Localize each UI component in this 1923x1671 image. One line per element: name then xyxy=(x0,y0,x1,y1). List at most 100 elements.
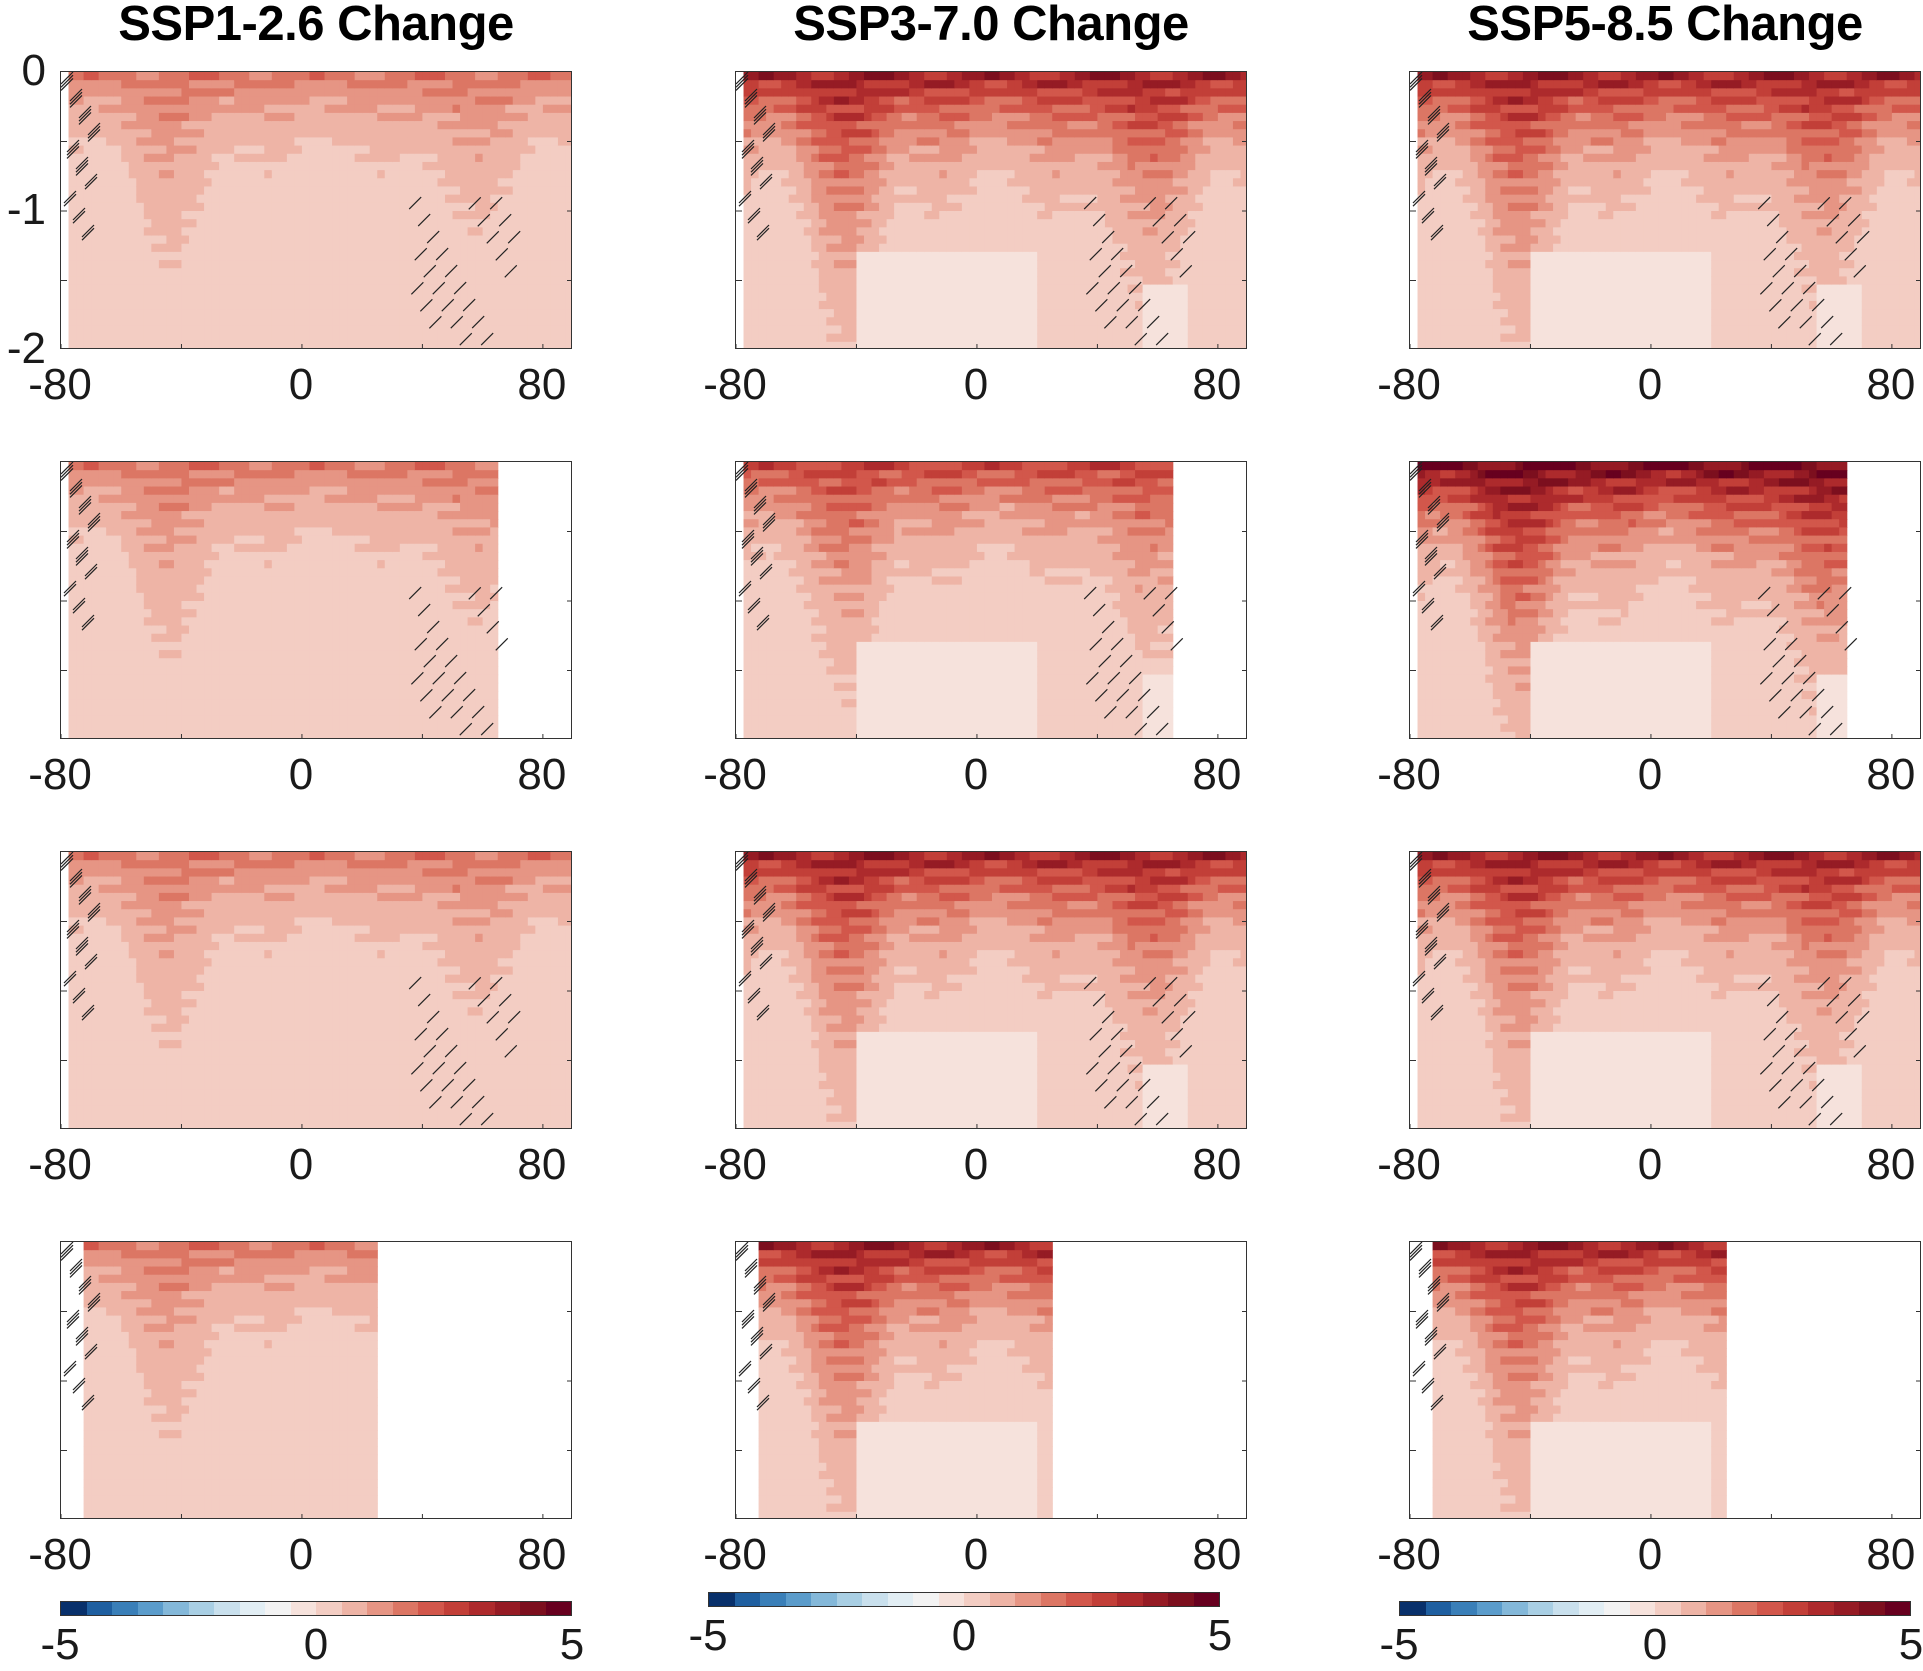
heatmap-cell xyxy=(317,317,326,327)
heatmap-cell xyxy=(1210,235,1219,245)
heatmap-cell xyxy=(437,186,446,196)
heatmap-cell xyxy=(113,300,122,310)
heatmap-cell xyxy=(1014,325,1023,335)
heatmap-cell xyxy=(848,202,858,212)
heatmap-cell xyxy=(1180,317,1189,327)
heatmap-cell xyxy=(241,194,250,204)
heatmap-cell xyxy=(414,292,424,302)
heatmap-cell xyxy=(773,96,782,106)
heatmap-cell xyxy=(301,80,311,89)
heatmap-cell xyxy=(1240,341,1246,348)
hatch-mark xyxy=(462,298,476,312)
heatmap-cell xyxy=(535,341,544,348)
heatmap-cell xyxy=(1232,178,1242,188)
heatmap-cell xyxy=(354,251,363,261)
heatmap-cell xyxy=(1135,219,1144,228)
hatch-mark xyxy=(66,142,80,156)
heatmap-cell xyxy=(1097,219,1106,228)
heatmap-cell xyxy=(452,300,461,310)
heatmap-cell xyxy=(1417,202,1426,212)
heatmap-cell xyxy=(1074,325,1083,335)
heatmap-cell xyxy=(226,276,235,286)
heatmap-cell xyxy=(826,178,835,188)
heatmap-cell xyxy=(1097,178,1106,188)
heatmap-cell xyxy=(301,137,311,147)
heatmap-cell xyxy=(992,219,1001,228)
heatmap-cell xyxy=(879,145,888,155)
heatmap-cell xyxy=(565,333,571,343)
heatmap-cell xyxy=(961,284,971,294)
heatmap-cell xyxy=(271,211,280,220)
heatmap-cell xyxy=(758,251,767,261)
heatmap-cell xyxy=(1022,284,1031,294)
heatmap-cell xyxy=(475,178,484,188)
heatmap-cell xyxy=(181,137,190,147)
heatmap-cell xyxy=(128,235,137,245)
heatmap-cell xyxy=(916,145,925,155)
heatmap-cell xyxy=(196,309,205,318)
heatmap-cell xyxy=(482,161,491,171)
heatmap-cell xyxy=(166,251,175,261)
heatmap-cell xyxy=(886,341,895,348)
heatmap-cell xyxy=(347,186,356,196)
heatmap-cell xyxy=(362,72,371,81)
heatmap-cell xyxy=(1417,194,1426,204)
heatmap-cell xyxy=(68,317,77,327)
heatmap-cell xyxy=(1067,251,1076,261)
heatmap-cell xyxy=(219,317,228,327)
heatmap-cell xyxy=(535,186,544,196)
heatmap-cell xyxy=(1172,341,1181,348)
heatmap-cell xyxy=(98,309,107,318)
heatmap-cell xyxy=(550,292,559,302)
heatmap-cell xyxy=(339,325,348,335)
heatmap-cell xyxy=(1142,153,1151,163)
heatmap-cell xyxy=(241,219,250,228)
heatmap-cell xyxy=(211,243,220,253)
heatmap-cell xyxy=(766,202,775,212)
heatmap-cell xyxy=(377,145,386,155)
heatmap-cell xyxy=(1074,276,1083,286)
heatmap-cell xyxy=(1089,219,1099,228)
heatmap-cell xyxy=(317,276,326,286)
heatmap-cell xyxy=(505,333,514,343)
heatmap-cell xyxy=(954,211,963,220)
heatmap-cell xyxy=(931,145,940,155)
heatmap-cell xyxy=(1210,268,1219,278)
heatmap-cell xyxy=(143,112,152,122)
hatch-mark xyxy=(414,247,428,261)
heatmap-cell xyxy=(482,80,491,89)
heatmap-cell xyxy=(1462,202,1471,212)
heatmap-cell xyxy=(1225,153,1234,163)
hatch-mark xyxy=(762,128,776,142)
heatmap-cell xyxy=(535,161,544,171)
heatmap-cell xyxy=(1135,170,1144,179)
heatmap-cell xyxy=(848,235,858,245)
heatmap-cell xyxy=(460,251,469,261)
heatmap-cell xyxy=(826,235,835,245)
heatmap-cell xyxy=(264,153,273,163)
heatmap-cell xyxy=(204,300,213,310)
heatmap-cell xyxy=(901,194,910,204)
heatmap-cell xyxy=(976,219,986,228)
heatmap-cell xyxy=(931,325,940,335)
heatmap-cell xyxy=(467,186,476,196)
heatmap-cell xyxy=(894,243,903,253)
heatmap-cell xyxy=(557,112,567,122)
heatmap-cell xyxy=(826,317,835,327)
heatmap-cell xyxy=(871,186,880,196)
heatmap-cell xyxy=(1195,211,1204,220)
heatmap-cell xyxy=(204,317,213,327)
heatmap-cell xyxy=(811,300,820,310)
heatmap-cell xyxy=(399,333,408,343)
heatmap-cell xyxy=(796,112,805,122)
heatmap-cell xyxy=(196,227,205,237)
heatmap-cell xyxy=(1082,211,1091,220)
hatch-mark xyxy=(741,139,755,153)
heatmap-cell xyxy=(527,292,536,302)
heatmap-cell xyxy=(803,317,812,327)
heatmap-cell xyxy=(211,194,220,204)
heatmap-cell xyxy=(1165,251,1174,261)
heatmap-cell xyxy=(520,292,529,302)
heatmap-cell xyxy=(803,88,812,98)
heatmap-cell xyxy=(392,341,401,348)
